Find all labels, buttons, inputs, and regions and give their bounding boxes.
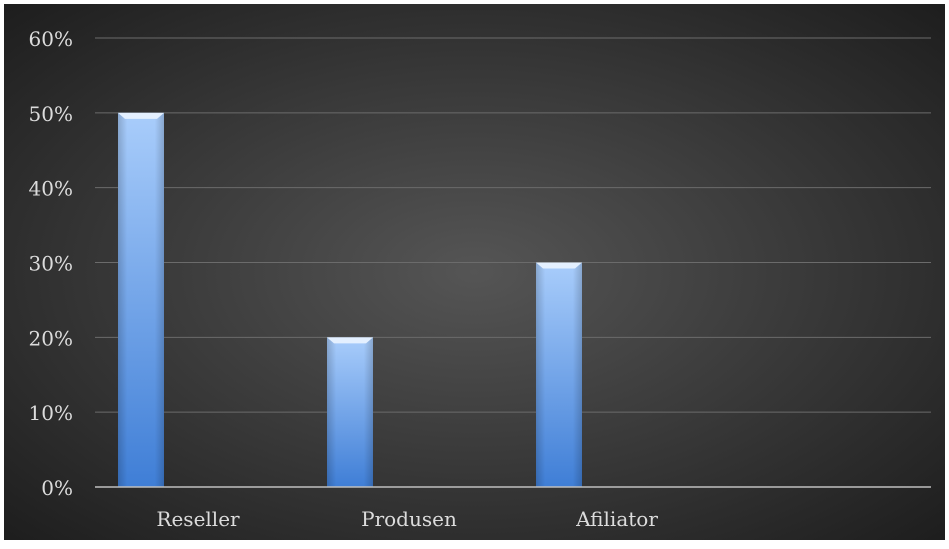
bar-shade [536,262,582,487]
x-tick-label: Produsen [361,507,457,531]
y-tick-label: 60% [29,27,73,51]
bar-reseller [118,112,164,487]
bar-cap [536,262,582,269]
x-tick-label: Reseller [156,507,240,531]
y-tick-label: 40% [29,177,73,201]
bar-shade [118,112,164,487]
bar-produsen [327,337,373,487]
bar-cap [327,337,373,344]
x-tick-label: Afiliator [575,507,658,531]
bar-afiliator [536,262,582,487]
bar-shade [327,337,373,487]
y-tick-label: 20% [29,326,73,350]
y-axis-ticks: 0% 10% 20% 30% 40% 50% 60% [29,27,73,500]
gridlines [95,37,931,413]
bar-cap [118,112,164,119]
y-tick-label: 10% [29,401,73,425]
y-tick-label: 0% [41,476,73,500]
x-axis-ticks: Reseller Produsen Afiliator [156,507,658,531]
bars [118,112,582,487]
y-tick-label: 50% [29,102,73,126]
y-tick-label: 30% [29,252,73,276]
